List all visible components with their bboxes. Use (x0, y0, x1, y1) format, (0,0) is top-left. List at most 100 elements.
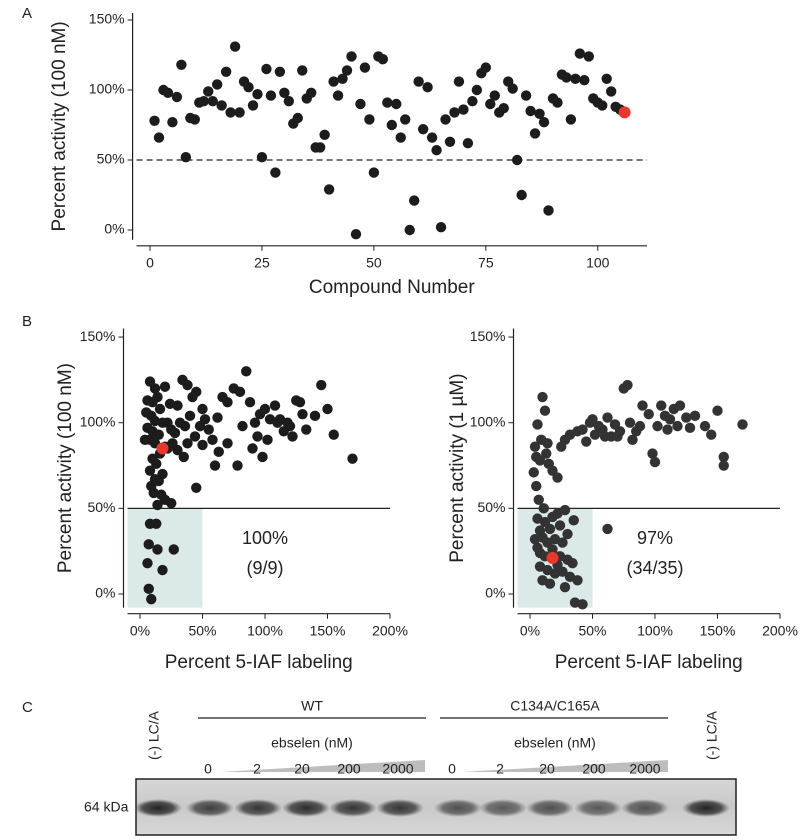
data-point (347, 453, 358, 464)
data-point (191, 386, 202, 398)
data-point (599, 431, 611, 442)
data-point (152, 391, 163, 403)
data-point (529, 128, 541, 139)
data-point (355, 98, 366, 110)
annotation: 100% (242, 528, 288, 548)
data-point (179, 420, 191, 432)
data-point (252, 89, 263, 100)
data-point (257, 451, 268, 463)
data-point (152, 499, 163, 511)
x-axis-title: Percent 5-IAF labeling (165, 652, 353, 673)
data-point (557, 537, 568, 548)
data-point (511, 154, 523, 166)
data-point (178, 451, 189, 463)
gel-band (682, 799, 730, 817)
data-point (543, 205, 554, 216)
data-point (577, 599, 588, 610)
data-point (624, 417, 636, 428)
data-point (533, 494, 544, 505)
data-point (471, 84, 483, 96)
data-point (534, 108, 545, 120)
data-point (647, 448, 658, 459)
data-point (537, 391, 548, 403)
data-point (544, 523, 556, 535)
data-point (319, 129, 330, 140)
gel-panel: (-) LC/A (-) LC/A WT ebselen (nM) C134A/… (84, 698, 737, 836)
data-point (297, 65, 308, 76)
data-point (328, 76, 339, 87)
x-tick-label: 0% (130, 622, 150, 638)
data-point (539, 405, 551, 416)
data-point (172, 444, 183, 456)
data-point (612, 431, 623, 442)
data-point (212, 412, 223, 423)
data-point (209, 460, 221, 471)
data-point (259, 403, 271, 415)
data-point (153, 132, 165, 143)
x-tick-label: 50 (366, 255, 382, 271)
dose-label: 0 (448, 761, 456, 777)
data-point (199, 414, 211, 425)
data-point (395, 132, 406, 143)
data-point (237, 420, 248, 432)
data-point (265, 90, 277, 101)
data-point (674, 400, 686, 411)
data-point (541, 448, 552, 459)
data-point (531, 480, 542, 492)
data-point (341, 65, 353, 76)
treatment-label: ebselen (nM) (271, 735, 353, 751)
data-point (467, 96, 478, 107)
data-point (589, 429, 601, 440)
dose-label: 200 (337, 761, 361, 777)
data-point (529, 533, 541, 545)
gel-band (574, 799, 622, 817)
data-point (404, 224, 415, 236)
data-point (391, 98, 402, 110)
data-point (400, 114, 411, 125)
data-point (243, 82, 254, 93)
x-tick-label: 50% (578, 622, 606, 638)
data-point (146, 593, 157, 605)
data-point (244, 396, 256, 408)
treatment-label: ebselen (nM) (514, 735, 596, 751)
lane-label: (-) LC/A (146, 710, 162, 760)
data-point (283, 96, 295, 107)
data-point (664, 414, 676, 425)
data-point (516, 189, 527, 201)
y-tick-label: 100% (89, 81, 125, 97)
data-point (314, 142, 326, 153)
data-point (601, 73, 612, 85)
data-point (144, 465, 156, 476)
x-tick-label: 0 (146, 255, 154, 271)
data-point (256, 152, 268, 163)
data-point (270, 167, 281, 178)
data-point (605, 86, 617, 97)
data-point (453, 76, 465, 87)
data-point (552, 472, 563, 483)
lane-label: (-) LC/A (704, 710, 720, 760)
y-tick-label: 150% (470, 328, 506, 344)
x-tick-label: 50% (188, 622, 216, 638)
data-point (449, 107, 460, 118)
data-point (241, 366, 252, 377)
x-tick-label: 200% (372, 622, 408, 638)
data-point (554, 520, 566, 531)
dose-label: 2000 (629, 761, 660, 777)
data-point (184, 410, 196, 422)
data-point (316, 379, 327, 391)
data-point (247, 100, 259, 111)
data-point (156, 442, 169, 455)
data-point (197, 403, 208, 415)
data-point (652, 420, 663, 432)
annotation: (9/9) (246, 558, 283, 578)
data-point (294, 396, 306, 408)
x-tick-label: 200% (762, 622, 798, 638)
data-point (203, 424, 214, 435)
annotation: (34/35) (626, 558, 683, 578)
data-point (182, 379, 193, 391)
data-point (534, 455, 546, 466)
gel-band (329, 799, 377, 817)
y-tick-label: 50% (97, 151, 125, 167)
data-point (198, 96, 209, 107)
x-tick-label: 75 (478, 255, 494, 271)
